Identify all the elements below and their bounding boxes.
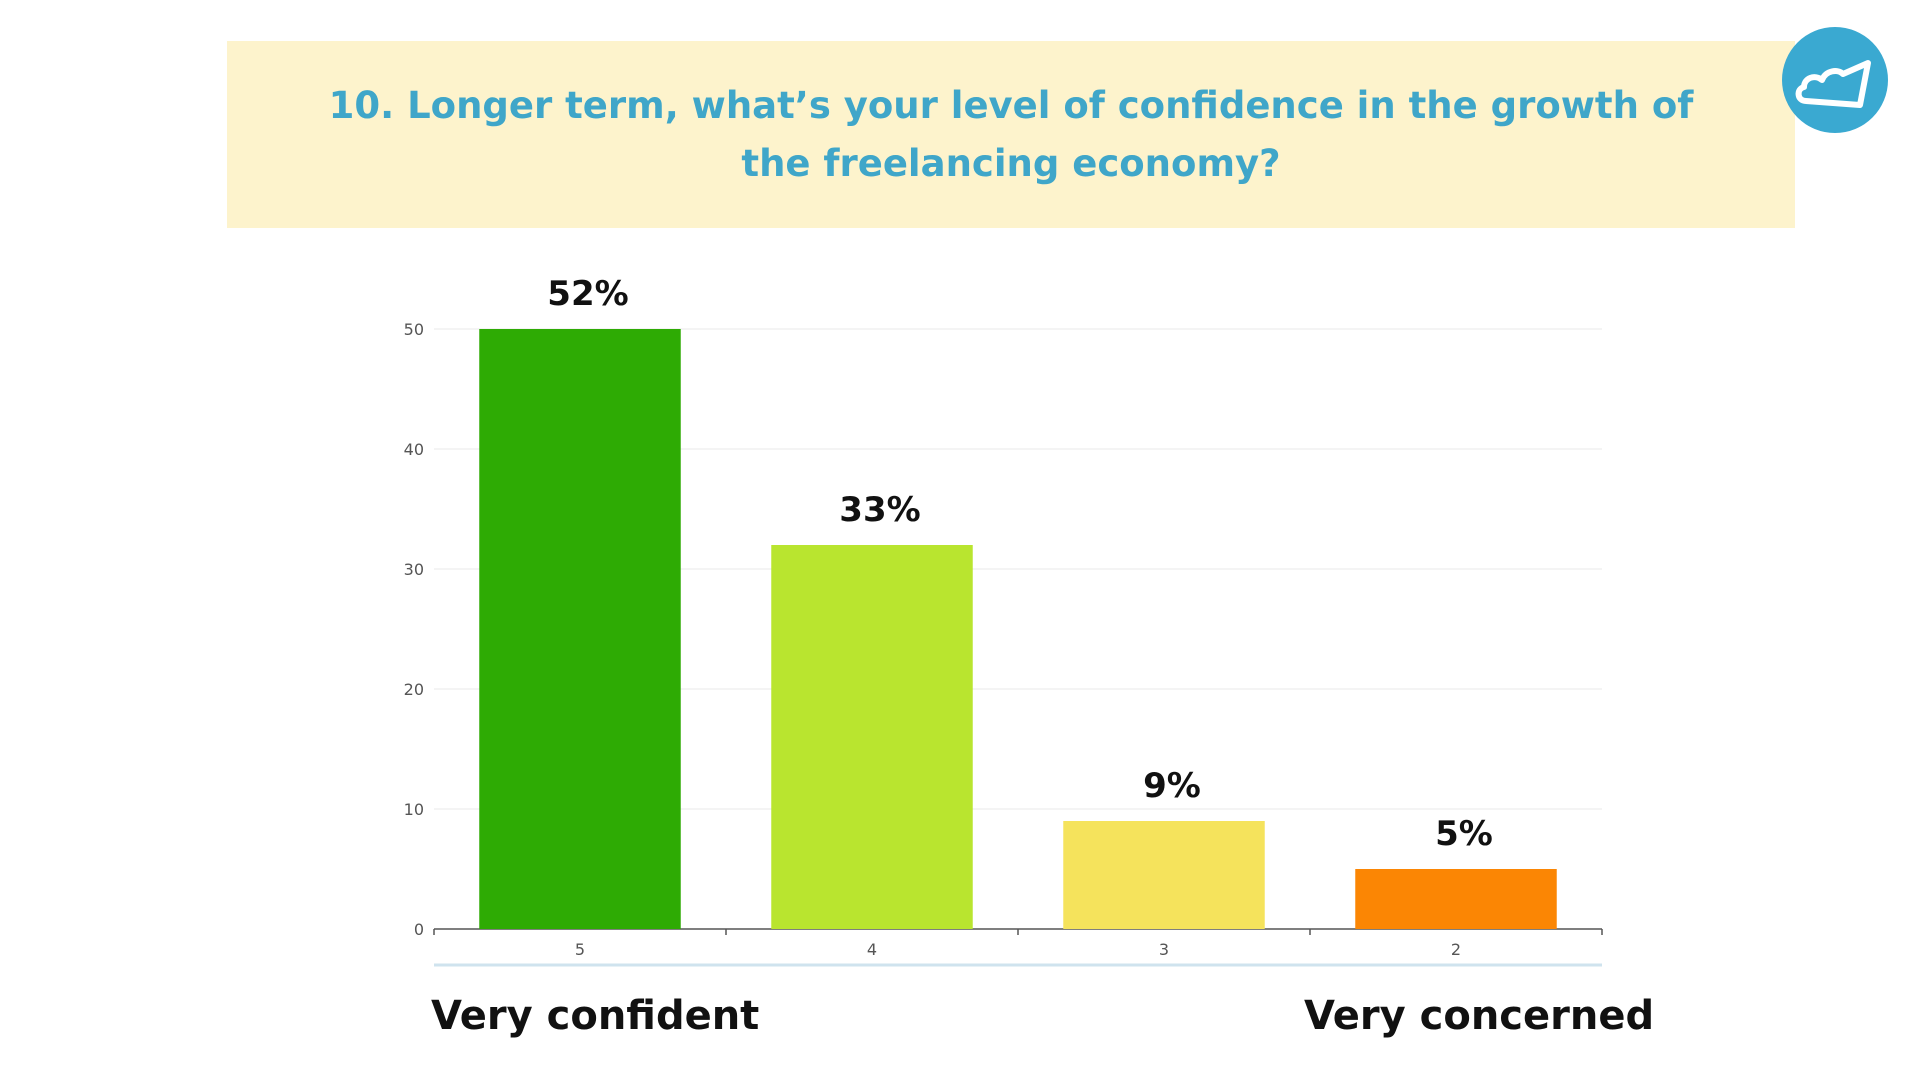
y-tick-label: 10: [404, 800, 424, 819]
x-tick-label: 3: [1159, 940, 1169, 959]
question-banner: 10. Longer term, what’s your level of co…: [227, 41, 1795, 228]
scale-label-very-confident: Very confident: [431, 993, 760, 1039]
y-tick-label: 0: [414, 920, 424, 939]
y-tick-label: 20: [404, 680, 424, 699]
question-title: 10. Longer term, what’s your level of co…: [328, 83, 1694, 185]
data-label: 52%: [547, 274, 628, 314]
data-label: 9%: [1143, 766, 1201, 806]
y-tick-label: 40: [404, 440, 424, 459]
x-tick-label: 5: [575, 940, 585, 959]
data-label: 33%: [839, 490, 920, 530]
bar: [771, 545, 973, 929]
bar: [1355, 869, 1557, 929]
data-label: 5%: [1435, 814, 1493, 854]
bar: [1063, 821, 1265, 929]
bar-chart: 0 10 20 30 40 50 52% 5 33% 4 9% 3 5% 2: [404, 274, 1603, 967]
cloud-icon: [1782, 27, 1888, 133]
x-tick-label: 2: [1451, 940, 1461, 959]
y-tick-label: 30: [404, 560, 424, 579]
scale-label-very-concerned: Very concerned: [1304, 993, 1655, 1039]
x-tick-label: 4: [867, 940, 877, 959]
y-tick-label: 50: [404, 320, 424, 339]
bar: [479, 329, 681, 929]
